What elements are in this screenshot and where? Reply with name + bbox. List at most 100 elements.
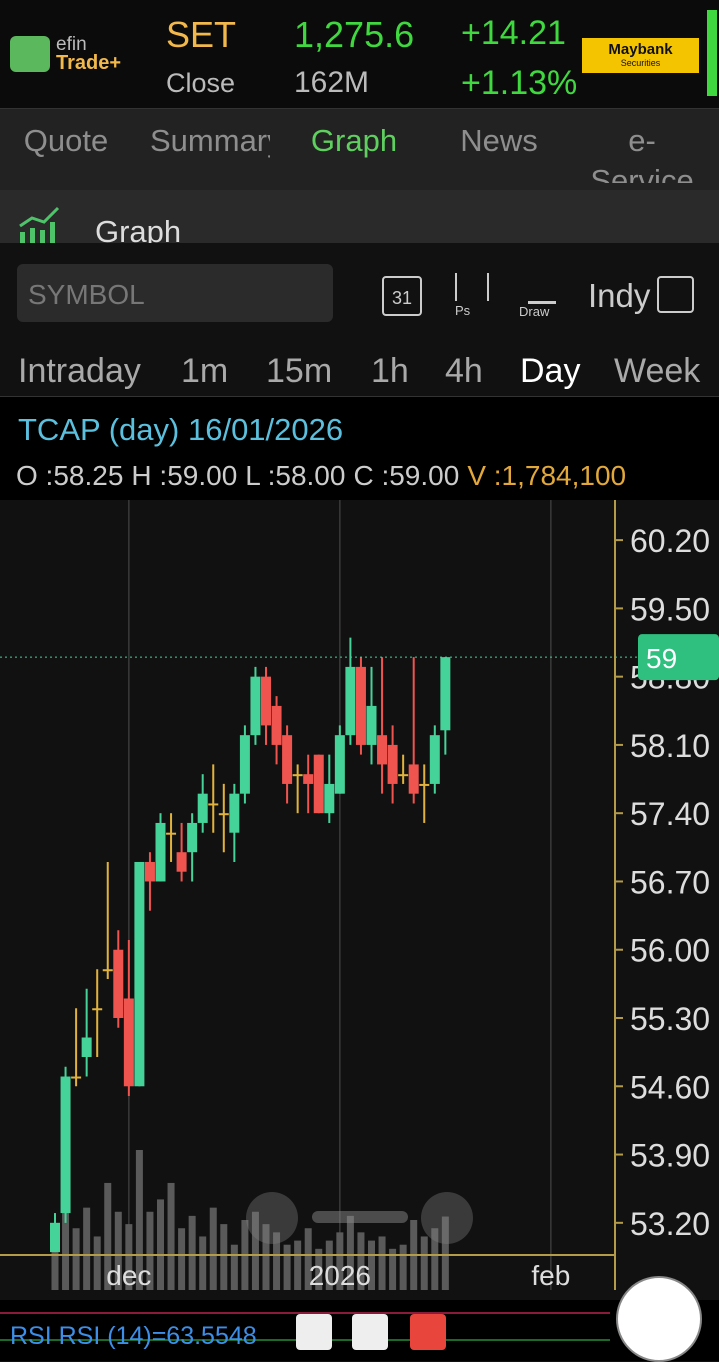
candle-body <box>229 793 240 833</box>
y-tick-label: 58.10 <box>630 728 710 764</box>
interval-button[interactable]: 1h <box>371 352 409 390</box>
candle-body <box>155 822 166 882</box>
index-name: SET <box>166 14 237 55</box>
x-tick-label: dec <box>106 1260 151 1291</box>
candle-body <box>102 969 113 972</box>
candle-body <box>366 705 377 745</box>
candle-body <box>303 774 314 784</box>
volume-bar <box>125 1224 133 1290</box>
volume-bar <box>251 1211 259 1290</box>
ps-icon <box>455 273 489 301</box>
field-key: V : <box>467 460 502 491</box>
y-tick-label: 53.20 <box>630 1206 710 1242</box>
interval-button[interactable]: Intraday <box>18 352 141 390</box>
y-tick-label: 55.30 <box>630 1001 710 1037</box>
volume-bar <box>336 1232 344 1290</box>
symbol-input[interactable]: SYMBOL <box>17 264 333 322</box>
graph-icon <box>19 206 60 243</box>
volume-bar <box>389 1248 397 1290</box>
volume-bar <box>399 1244 407 1290</box>
candle-body <box>440 657 451 731</box>
indy-button[interactable]: Indy <box>588 277 651 314</box>
interval-button[interactable]: Day <box>520 352 581 390</box>
volume-bar <box>51 1240 59 1290</box>
volume-bar <box>420 1236 428 1290</box>
interval-button[interactable]: Week <box>614 352 701 390</box>
candle-body <box>324 783 335 814</box>
indy-icon <box>657 276 694 313</box>
y-tick-label: 59.50 <box>630 591 710 627</box>
candle-body <box>134 861 145 1087</box>
volume-bar <box>157 1199 164 1290</box>
volume-bar <box>325 1240 333 1290</box>
candle-body <box>282 735 293 784</box>
rotate-button[interactable] <box>616 1276 702 1362</box>
last-price-box <box>638 634 719 681</box>
market-status: Close <box>166 68 236 98</box>
volume-bar <box>178 1228 186 1290</box>
candle-body <box>429 735 440 784</box>
index-change-pct: +1.13% <box>461 64 578 102</box>
index-change: +14.21 <box>461 14 566 52</box>
candle-body <box>239 735 250 794</box>
volume-bar <box>294 1240 302 1290</box>
close-button[interactable] <box>410 1314 446 1350</box>
y-tick-label: 54.60 <box>630 1069 710 1105</box>
tab[interactable]: e-Service <box>590 123 694 183</box>
ps-button[interactable]: Ps <box>455 303 471 318</box>
zoom-in-button[interactable] <box>421 1192 473 1244</box>
field-value: 59.00 <box>167 460 238 491</box>
y-tick-label: 53.90 <box>630 1138 710 1174</box>
candle-body <box>292 774 303 777</box>
candle-body <box>408 764 419 794</box>
index-value: 1,275.6 <box>294 14 415 55</box>
volume-bar <box>220 1224 228 1290</box>
tab[interactable]: News <box>460 123 538 158</box>
field-value: 58.00 <box>275 460 346 491</box>
zoom-out-button[interactable] <box>246 1192 298 1244</box>
candle-body <box>387 744 398 784</box>
volume-bar <box>368 1240 375 1290</box>
volume-bar <box>346 1215 354 1290</box>
zoom-slider <box>312 1211 408 1223</box>
field-key: O : <box>16 460 54 491</box>
last-price-label: 59 <box>646 643 677 674</box>
candle-body <box>71 1076 82 1079</box>
volume-bar <box>146 1211 154 1290</box>
volume-bar <box>441 1216 449 1290</box>
x-tick-label: 2026 <box>309 1260 371 1291</box>
settings-button[interactable] <box>352 1314 388 1350</box>
tab[interactable]: Summary <box>150 123 270 158</box>
draw-button[interactable]: Draw <box>519 304 550 319</box>
tab-bar: Quote Summary Graph News e-Service <box>0 108 719 191</box>
interval-button[interactable]: 15m <box>266 352 333 390</box>
broker-name: Maybank <box>608 41 673 58</box>
candle-body <box>166 832 177 835</box>
volume-bar <box>304 1228 312 1290</box>
volume-bar <box>209 1207 217 1290</box>
toolbar: SYMBOL 31 Ps Draw Indy <box>0 243 719 395</box>
field-value: 59.00 <box>389 460 460 491</box>
chart-background <box>0 500 719 1300</box>
y-tick-label: 60.20 <box>630 523 710 559</box>
interval-button[interactable]: 4h <box>445 352 483 390</box>
interval-button[interactable]: 1m <box>181 352 229 390</box>
candle-body <box>187 822 198 853</box>
calendar-button[interactable]: 31 <box>382 276 422 316</box>
candle-body <box>261 676 271 726</box>
volume-bar <box>104 1182 112 1290</box>
candle-body <box>355 666 366 745</box>
logo-top: efin <box>56 34 87 55</box>
field-value: 58.25 <box>53 460 124 491</box>
tab[interactable]: Graph <box>310 123 398 158</box>
symbol-placeholder: SYMBOL <box>28 279 145 310</box>
volume-bar <box>431 1228 439 1290</box>
candle-body <box>123 998 134 1087</box>
volume-bar <box>83 1207 91 1290</box>
candle-body <box>144 861 155 882</box>
tab[interactable]: Quote <box>23 123 109 158</box>
candle-body <box>50 1222 60 1253</box>
up-button[interactable] <box>296 1314 332 1350</box>
field-key: C : <box>353 460 390 491</box>
rsi-line <box>0 1312 610 1314</box>
